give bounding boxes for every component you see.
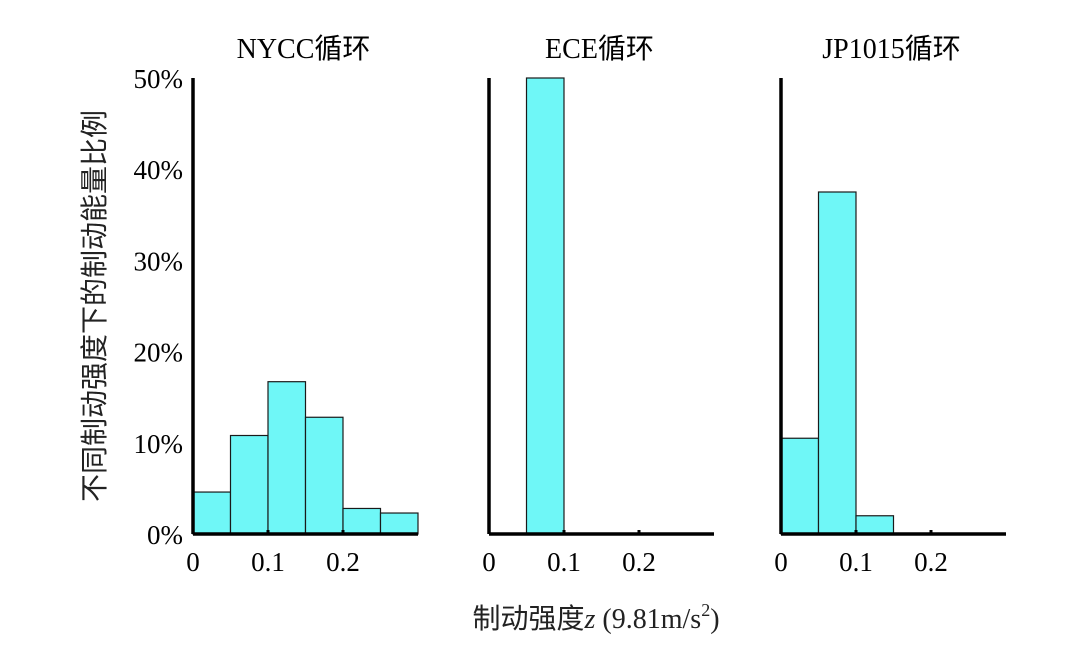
x-tick-label: 0	[482, 547, 496, 577]
bar	[342, 507, 382, 535]
x-axis-label-unit-close: )	[710, 604, 719, 635]
panel: NYCC循环 0 0.1 0.2	[186, 33, 419, 577]
panel-title: ECE循环	[545, 33, 654, 65]
y-tick-labels: 0% 10% 20% 30% 40% 50%	[134, 64, 184, 550]
x-tick-label: 0.1	[547, 547, 581, 577]
x-axis-label-unit-sup: 2	[701, 600, 710, 620]
bar	[379, 512, 419, 535]
y-tick-label: 30%	[134, 246, 184, 276]
x-tick-label: 0.2	[914, 547, 948, 577]
panels: NYCC循环 0 0.1 0.2 ECE循环 0 0.1 0.2 JP1015循环 0 0.1 0.2	[186, 33, 1006, 577]
y-axis-label: 不同制动强度下的制动能量比例	[78, 110, 111, 502]
x-axis-label-main: 制动强度	[472, 602, 584, 635]
bar	[229, 434, 269, 535]
x-tick-label: 0.2	[622, 547, 656, 577]
panel: ECE循环 0 0.1 0.2	[482, 33, 714, 577]
y-tick-label: 50%	[134, 64, 184, 94]
bar	[855, 515, 895, 535]
x-tick-label: 0.2	[326, 547, 360, 577]
y-tick-label: 40%	[134, 155, 184, 185]
panel-title: NYCC循环	[237, 33, 371, 65]
y-tick-label: 20%	[134, 338, 184, 368]
x-axis-label-unit: (9.81m/s	[595, 604, 701, 635]
x-axis-label: 制动强度z (9.81m/s2)	[472, 600, 719, 635]
bar	[304, 416, 344, 535]
y-tick-label: 0%	[147, 520, 183, 550]
x-axis-label-var: z	[584, 604, 596, 635]
bar	[192, 491, 232, 535]
y-axis-label-text: 不同制动强度下的制动能量比例	[78, 110, 111, 502]
x-tick-label: 0	[774, 547, 788, 577]
panel-title: JP1015循环	[822, 33, 960, 65]
panel: JP1015循环 0 0.1 0.2	[774, 33, 1006, 577]
y-tick-label: 10%	[134, 429, 184, 459]
x-tick-label: 0.1	[251, 547, 285, 577]
bar	[267, 381, 307, 535]
x-tick-label: 0.1	[839, 547, 873, 577]
bar	[817, 191, 857, 535]
bar	[525, 77, 565, 535]
x-tick-label: 0	[186, 547, 200, 577]
bar	[780, 437, 820, 535]
